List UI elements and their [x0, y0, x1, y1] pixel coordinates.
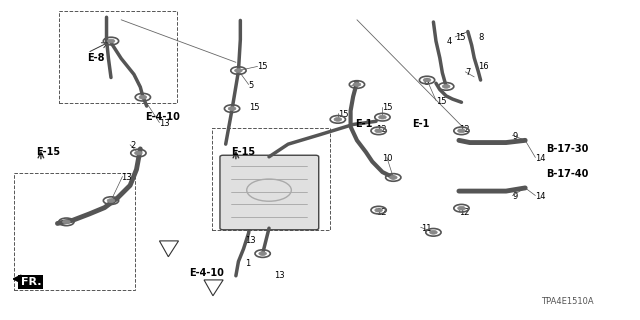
- Text: B-17-40: B-17-40: [546, 169, 589, 179]
- Bar: [14, 173, 135, 290]
- Text: 13: 13: [159, 119, 170, 128]
- Text: 2: 2: [131, 141, 136, 150]
- Text: E-1: E-1: [355, 118, 372, 129]
- FancyBboxPatch shape: [220, 155, 319, 230]
- Circle shape: [390, 176, 397, 179]
- Circle shape: [107, 199, 115, 203]
- Text: 13: 13: [121, 173, 132, 182]
- Circle shape: [134, 151, 142, 155]
- Text: 13: 13: [274, 271, 285, 280]
- Circle shape: [353, 83, 361, 86]
- Text: 13: 13: [245, 236, 255, 245]
- Text: 14: 14: [536, 192, 546, 201]
- Text: 9: 9: [513, 192, 518, 201]
- Text: E-4-10: E-4-10: [145, 112, 180, 122]
- Text: 6: 6: [423, 78, 429, 87]
- Circle shape: [379, 115, 387, 119]
- Text: 15: 15: [338, 109, 348, 118]
- Text: E-1: E-1: [412, 118, 430, 129]
- Text: 1: 1: [246, 259, 251, 268]
- Circle shape: [334, 117, 342, 121]
- Text: 15: 15: [248, 103, 259, 112]
- Circle shape: [442, 84, 450, 88]
- Text: 12: 12: [376, 125, 387, 134]
- Circle shape: [458, 129, 465, 133]
- Text: 16: 16: [478, 62, 489, 71]
- Text: 4: 4: [446, 36, 451, 45]
- Text: 8: 8: [478, 33, 483, 42]
- Text: 3: 3: [351, 81, 356, 90]
- Bar: [59, 11, 177, 103]
- Text: E-4-10: E-4-10: [189, 268, 224, 278]
- Text: 7: 7: [465, 68, 470, 77]
- Text: B-17-30: B-17-30: [546, 144, 589, 154]
- Text: 14: 14: [536, 154, 546, 163]
- Circle shape: [107, 39, 115, 43]
- Text: 11: 11: [420, 224, 431, 233]
- Text: 15: 15: [383, 103, 393, 112]
- Circle shape: [375, 129, 383, 133]
- Text: 9: 9: [513, 132, 518, 141]
- Text: 5: 5: [248, 81, 254, 90]
- Bar: [212, 128, 330, 230]
- Text: 15: 15: [436, 97, 447, 106]
- Text: 12: 12: [459, 125, 469, 134]
- Circle shape: [429, 230, 437, 234]
- Text: 15: 15: [257, 62, 268, 71]
- Text: E-8: E-8: [88, 53, 105, 63]
- Text: 12: 12: [459, 208, 469, 217]
- Text: 10: 10: [383, 154, 393, 163]
- Circle shape: [235, 69, 243, 72]
- Text: 12: 12: [376, 208, 387, 217]
- Text: TPA4E1510A: TPA4E1510A: [541, 297, 594, 306]
- Circle shape: [228, 107, 236, 110]
- Circle shape: [423, 78, 431, 82]
- Text: E-15: E-15: [36, 147, 61, 157]
- Text: FR.: FR.: [20, 277, 41, 287]
- Circle shape: [139, 95, 147, 99]
- Circle shape: [375, 208, 383, 212]
- Circle shape: [259, 252, 266, 255]
- Circle shape: [458, 206, 465, 210]
- Text: 15: 15: [455, 33, 465, 42]
- Circle shape: [63, 220, 70, 224]
- Text: E-15: E-15: [231, 147, 255, 157]
